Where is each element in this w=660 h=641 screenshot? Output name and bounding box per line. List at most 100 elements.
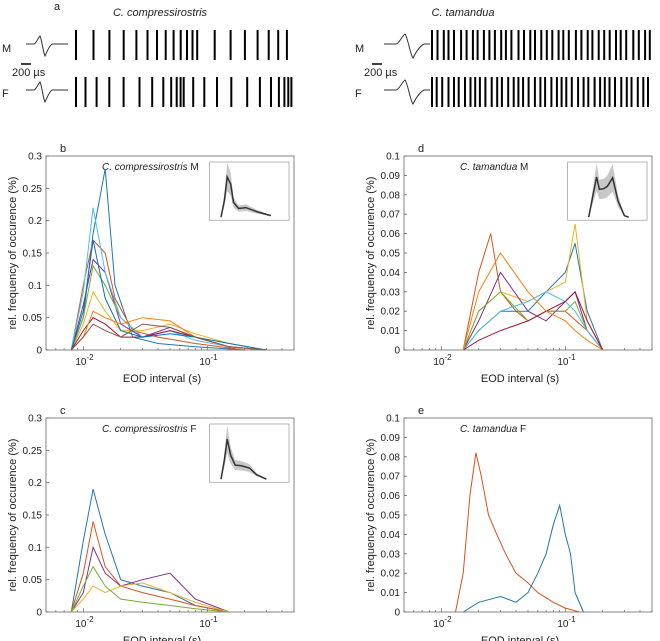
ytick-label-d-6: 0.06 [381,229,401,240]
ytick-label-e-10: 0.1 [386,414,400,425]
ylabel-b: rel. frequency of occurence (%) [7,177,19,330]
chart-title-e: C. tamandua F [460,424,526,435]
eod-waveform-left-female [26,81,68,104]
xtick-label-b-0: 10-2 [75,353,94,368]
ytick-label-d-5: 0.05 [381,249,401,260]
series-b-6 [70,207,267,351]
xtick-label-e-0: 10-2 [433,615,452,630]
pulse-train-left-male [75,30,288,60]
scalebar-right-label: 200 µs [364,67,398,79]
pulse-train-right-female [431,77,649,107]
ytick-label-e-5: 0.05 [381,511,401,522]
ytick-label-b-2: 0.1 [28,281,42,292]
panel-a-right-female-label: F [355,88,362,100]
ytick-label-b-3: 0.15 [23,249,43,260]
ytick-label-c-4: 0.2 [28,478,42,489]
ytick-label-e-8: 0.08 [381,452,401,463]
xtick-label-c-1: 10-1 [199,615,218,630]
chart-e: e 0 0.01 0.02 0.03 0.04 0.05 0.06 0.07 0.08 0.09 0.… [365,405,653,641]
chart-c: c 0 0.05 0.1 0.15 0.2 0.25 0.3 10-2 10-1 EOD inter… [7,405,295,641]
series-c-5 [70,565,230,613]
scalebar-left-label: 200 µs [12,67,46,79]
ytick-label-c-6: 0.3 [28,414,42,425]
ytick-label-b-5: 0.25 [23,184,43,195]
panel-a-right-male-label: M [355,43,364,55]
series-d-1 [462,233,604,351]
xtick-label-c-0: 10-2 [75,615,94,630]
chart-title-c: C. compressirostris F [102,424,196,435]
ytick-label-c-5: 0.25 [23,446,43,457]
ytick-label-b-4: 0.2 [28,216,42,227]
ytick-label-e-4: 0.04 [381,530,401,541]
xlabel-b: EOD interval (s) [123,373,201,385]
panel-b-label: b [60,143,66,155]
inset-band-b [221,163,271,218]
ytick-label-e-2: 0.02 [381,569,401,580]
panel-a-left-species: C. compressirostris [113,7,208,19]
ytick-label-e-6: 0.06 [381,491,401,502]
series-c-4 [70,582,230,613]
ytick-label-b-0: 0 [36,346,42,357]
chart-b: b 0 0.05 0.1 0.15 0.2 0.25 0.3 10-2 10-1 EOD inter… [7,143,295,385]
ytick-label-d-0: 0 [394,346,400,357]
eod-waveform-left-male [26,35,68,58]
ytick-label-d-1: 0.01 [381,326,401,337]
series-d-6 [462,291,604,351]
ytick-label-d-2: 0.02 [381,307,401,318]
series-e-1 [455,452,580,613]
series-c-3 [70,545,230,613]
ytick-label-e-7: 0.07 [381,472,401,483]
xtick-label-e-1: 10-1 [557,615,576,630]
ylabel-d: rel. frequency of occurence (%) [365,177,377,330]
panel-e-label: e [418,405,424,417]
xtick-label-b-1: 10-1 [199,353,218,368]
ytick-label-d-7: 0.07 [381,210,401,221]
xlabel-e: EOD interval (s) [481,635,559,641]
ytick-label-c-3: 0.15 [23,511,43,522]
ytick-label-b-6: 0.3 [28,152,42,163]
ytick-label-d-9: 0.09 [381,171,401,182]
series-c-2 [70,521,230,613]
ylabel-e: rel. frequency of occurence (%) [365,439,377,592]
ytick-label-d-10: 0.1 [386,152,400,163]
pulse-train-right-male [431,30,651,60]
series-e-2 [462,503,584,613]
series-b-2 [70,239,245,351]
inset-b [209,161,290,221]
xlabel-d: EOD interval (s) [481,373,559,385]
ytick-label-c-1: 0.05 [23,575,43,586]
chart-d: d 0 0.01 0.02 0.03 0.04 0.05 0.06 0.07 0.08 0.09 0.… [365,143,653,385]
ytick-label-b-1: 0.05 [23,313,43,324]
series-d-3 [462,223,604,351]
series-c-1 [70,488,230,613]
inset-c [209,423,290,483]
panel-a-left-female-label: F [2,88,9,100]
series-d-5 [462,291,604,351]
ytick-label-d-4: 0.04 [381,268,401,279]
inset-d [567,161,648,221]
xtick-label-d-0: 10-2 [433,353,452,368]
panel-a-right-species: C. tamandua [432,7,495,19]
series-b-8 [70,239,267,351]
panel-a-right: C. tamandua M F 200 µs [355,7,651,107]
ytick-label-c-0: 0 [36,608,42,619]
ytick-label-e-0: 0 [394,608,400,619]
eod-waveform-right-male [384,33,430,59]
xlabel-c: EOD interval (s) [123,635,201,641]
ytick-label-e-3: 0.03 [381,549,401,560]
chart-title-b: C. compressirostris M [102,162,199,173]
ytick-label-e-9: 0.09 [381,433,401,444]
panel-c-label: c [60,405,66,417]
inset-mean-b [220,174,272,218]
ylabel-c: rel. frequency of occurence (%) [7,439,19,592]
series-d-7 [462,290,604,351]
series-b-4 [70,258,267,351]
ytick-label-e-1: 0.01 [381,588,401,599]
ytick-label-d-3: 0.03 [381,287,401,298]
ytick-label-c-2: 0.1 [28,543,42,554]
panel-a-left-male-label: M [2,43,11,55]
panel-d-label: d [418,143,424,155]
inset-mean-d [587,175,630,218]
inset-mean-c [220,438,267,480]
